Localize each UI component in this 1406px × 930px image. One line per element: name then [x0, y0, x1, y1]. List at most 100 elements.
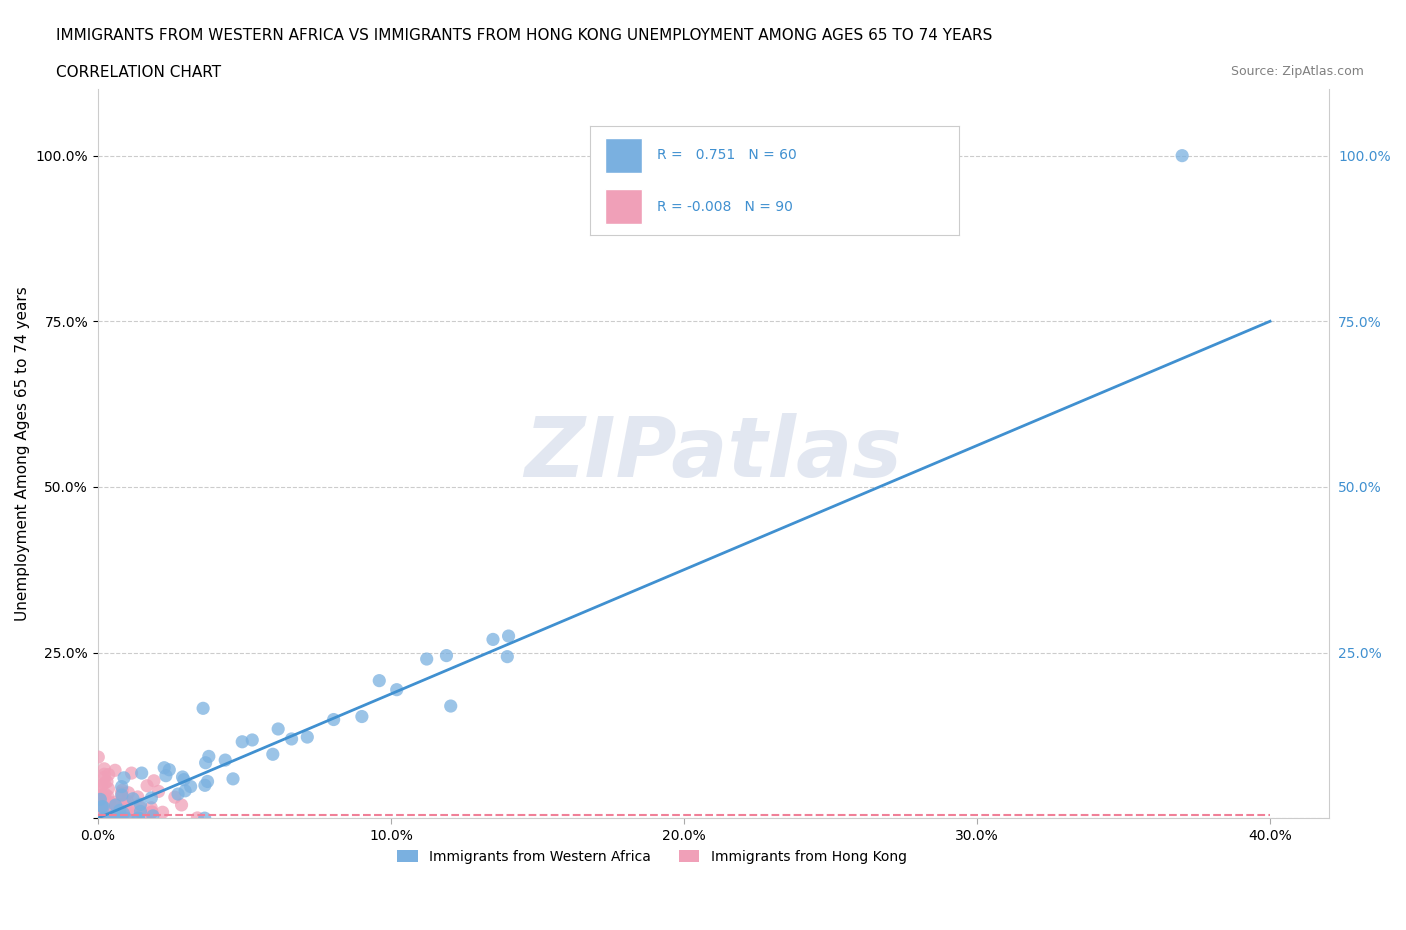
- Point: [111, 788, 134, 803]
- Point: [186, 811, 208, 826]
- Point: [167, 787, 190, 802]
- Point: [173, 772, 195, 787]
- Point: [101, 809, 124, 824]
- Point: [121, 765, 143, 780]
- Point: [87, 801, 110, 816]
- Point: [350, 709, 373, 724]
- Point: [152, 804, 174, 819]
- Point: [87, 800, 110, 815]
- Point: [322, 712, 344, 727]
- Point: [172, 769, 194, 784]
- Point: [97, 811, 120, 826]
- Point: [194, 811, 217, 826]
- Point: [93, 801, 115, 816]
- Point: [112, 804, 135, 818]
- Legend: Immigrants from Western Africa, Immigrants from Hong Kong: Immigrants from Western Africa, Immigran…: [391, 844, 912, 870]
- Point: [129, 800, 152, 815]
- Point: [117, 803, 139, 817]
- Point: [198, 749, 221, 764]
- Point: [138, 806, 160, 821]
- Point: [112, 806, 135, 821]
- Point: [194, 777, 217, 792]
- Point: [93, 770, 115, 785]
- Point: [87, 793, 110, 808]
- Point: [112, 770, 135, 785]
- Point: [96, 802, 118, 817]
- Point: [120, 805, 142, 820]
- Point: [107, 811, 129, 826]
- Point: [96, 775, 118, 790]
- Point: [368, 673, 391, 688]
- Point: [110, 809, 132, 824]
- Point: [93, 776, 115, 790]
- Point: [297, 730, 319, 745]
- Point: [89, 810, 111, 825]
- Point: [141, 801, 163, 816]
- Point: [104, 798, 127, 813]
- Point: [91, 800, 114, 815]
- Point: [111, 779, 134, 794]
- Point: [89, 791, 111, 806]
- Point: [110, 804, 132, 819]
- Point: [111, 810, 134, 825]
- Point: [108, 809, 131, 824]
- Point: [127, 811, 149, 826]
- Point: [103, 799, 125, 814]
- Point: [93, 811, 115, 826]
- Point: [89, 781, 111, 796]
- Point: [131, 765, 153, 780]
- Point: [114, 801, 136, 816]
- Point: [280, 732, 302, 747]
- Point: [91, 793, 114, 808]
- Point: [87, 750, 110, 764]
- Y-axis label: Unemployment Among Ages 65 to 74 years: Unemployment Among Ages 65 to 74 years: [15, 286, 30, 621]
- Point: [93, 802, 115, 817]
- Point: [110, 811, 132, 826]
- Point: [131, 806, 153, 821]
- Point: [197, 774, 219, 789]
- Point: [498, 629, 520, 644]
- Point: [87, 798, 110, 813]
- Point: [163, 790, 186, 804]
- Point: [94, 808, 117, 823]
- Point: [142, 808, 165, 823]
- Point: [96, 801, 118, 816]
- Text: CORRELATION CHART: CORRELATION CHART: [56, 65, 221, 80]
- Point: [141, 790, 163, 805]
- Point: [108, 809, 131, 824]
- Point: [97, 781, 120, 796]
- Point: [89, 792, 111, 807]
- Point: [174, 783, 197, 798]
- Point: [104, 794, 127, 809]
- Point: [107, 811, 129, 826]
- Point: [108, 803, 131, 817]
- Point: [180, 779, 202, 794]
- Point: [114, 798, 136, 813]
- Point: [103, 810, 125, 825]
- Point: [94, 808, 117, 823]
- Point: [107, 810, 129, 825]
- Point: [117, 785, 139, 800]
- Point: [90, 806, 112, 821]
- Point: [112, 807, 135, 822]
- Point: [97, 806, 120, 821]
- Point: [267, 722, 290, 737]
- Point: [231, 735, 253, 750]
- Point: [94, 811, 117, 826]
- Point: [155, 768, 177, 783]
- Point: [141, 804, 163, 819]
- Point: [104, 809, 127, 824]
- Point: [97, 767, 120, 782]
- Point: [105, 810, 128, 825]
- Point: [127, 811, 149, 826]
- Point: [415, 652, 437, 667]
- Point: [89, 810, 111, 825]
- Point: [94, 787, 117, 802]
- Point: [141, 804, 163, 819]
- Point: [122, 791, 145, 806]
- Point: [105, 797, 128, 812]
- Point: [89, 808, 111, 823]
- Point: [141, 805, 163, 820]
- Point: [91, 795, 114, 810]
- Point: [153, 761, 176, 776]
